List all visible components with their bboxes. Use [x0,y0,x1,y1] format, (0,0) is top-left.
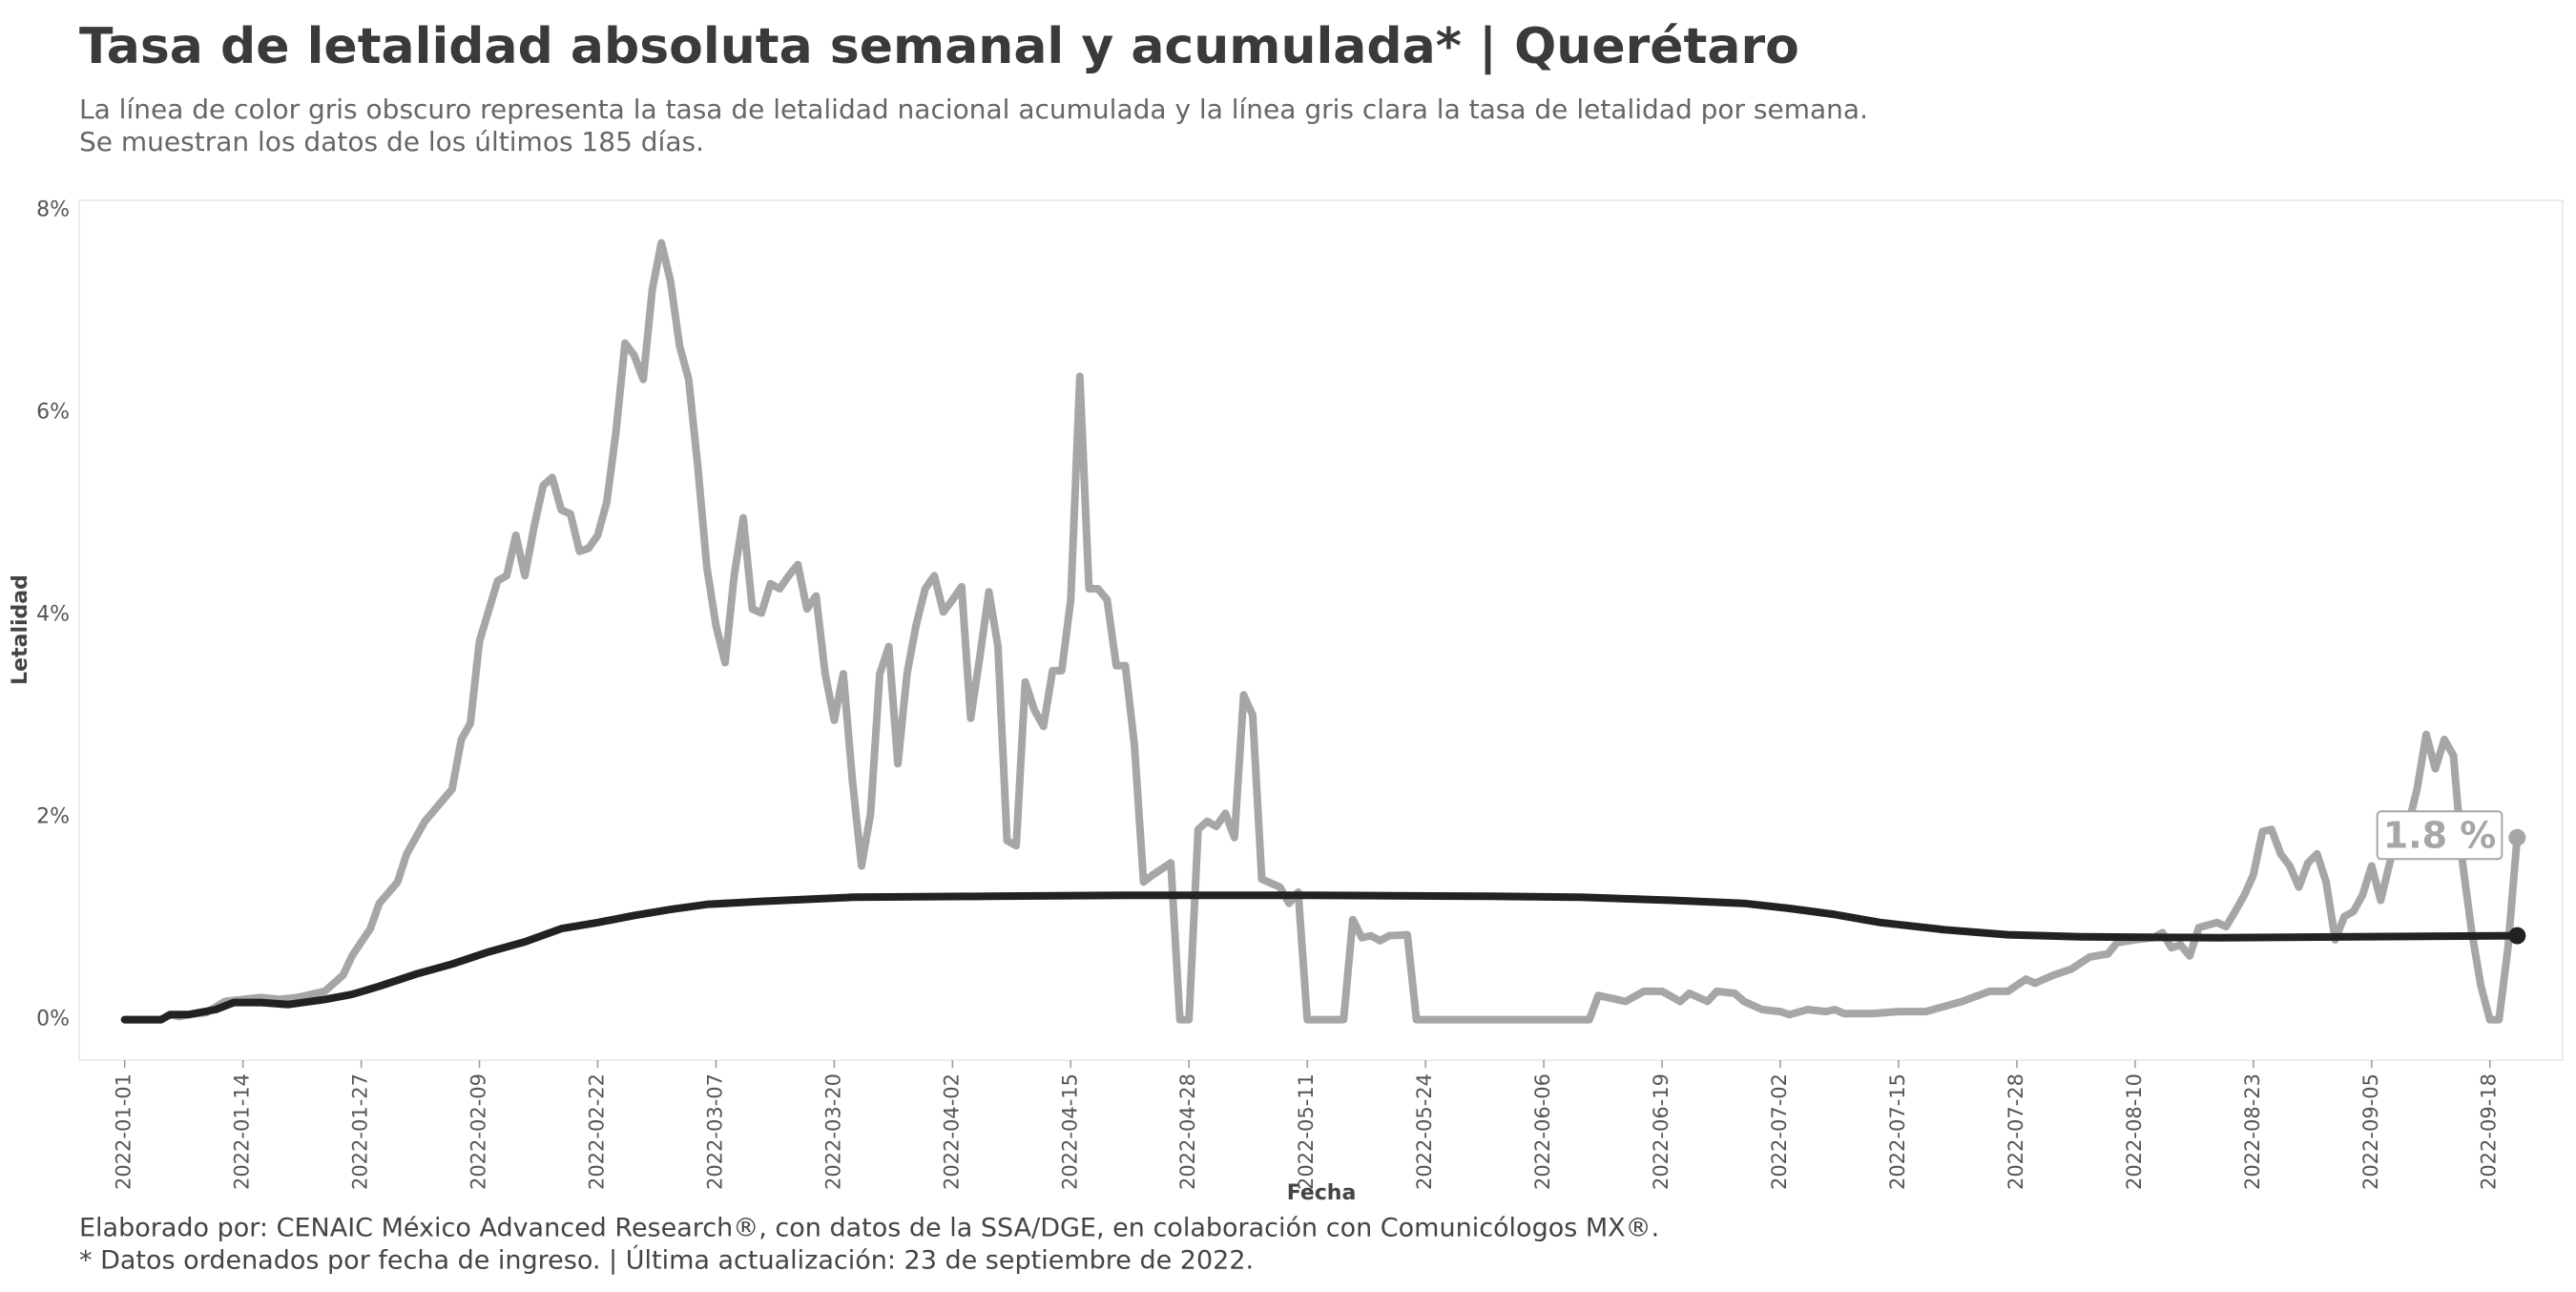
x-tick-label: 2022-09-05 [2359,1073,2382,1190]
subtitle: Se muestran los datos de los últimos 185… [79,126,704,157]
x-tick-label: 2022-02-22 [585,1073,608,1190]
x-tick-label: 2022-03-20 [821,1073,844,1190]
series-line [120,891,2522,1024]
x-tick-label: 2022-04-28 [1176,1073,1199,1190]
plot-border [78,199,2564,1061]
x-tick-label: 2022-06-19 [1650,1073,1672,1190]
x-tick-label: 2022-02-09 [467,1073,490,1190]
x-tick-label: 2022-07-15 [1886,1073,1909,1190]
y-axis-title: Letalidad [9,574,32,685]
x-tick-label: 2022-09-18 [2478,1073,2501,1190]
x-tick-label: 2022-07-28 [2005,1073,2027,1190]
x-tick-label: 2022-06-06 [1531,1073,1554,1190]
end-point [2508,927,2526,945]
footer: * Datos ordenados por fecha de ingreso. … [79,1245,1254,1276]
x-tick-label: 2022-01-01 [113,1073,135,1190]
subtitle: La línea de color gris obscuro represent… [79,94,1868,125]
series-line [120,239,2522,1024]
x-tick-label: 2022-04-02 [940,1073,963,1190]
end-label-box [2376,810,2503,861]
x-tick-label: 2022-05-11 [1295,1073,1318,1190]
end-label: 1.8 % [2383,814,2497,856]
x-axis-title: Fecha [1287,1181,1357,1205]
x-tick-label: 2022-01-14 [231,1073,254,1190]
x-tick-label: 2022-04-15 [1058,1073,1081,1190]
x-tick-label: 2022-07-02 [1768,1073,1791,1190]
y-tick-label: 4% [36,603,70,627]
chart-title: Tasa de letalidad absoluta semanal y acu… [79,18,1799,75]
x-tick-label: 2022-05-24 [1413,1073,1436,1190]
y-tick-label: 8% [36,198,70,222]
y-tick-label: 6% [36,401,70,425]
x-tick-label: 2022-01-27 [349,1073,372,1190]
x-tick-label: 2022-08-10 [2123,1073,2146,1190]
footer: Elaborado por: CENAIC México Advanced Re… [79,1214,1659,1243]
y-tick-label: 2% [36,805,70,829]
x-tick-label: 2022-03-07 [703,1073,726,1190]
end-point [2508,828,2526,846]
x-tick-label: 2022-08-23 [2241,1073,2264,1190]
y-tick-label: 0% [36,1008,70,1032]
